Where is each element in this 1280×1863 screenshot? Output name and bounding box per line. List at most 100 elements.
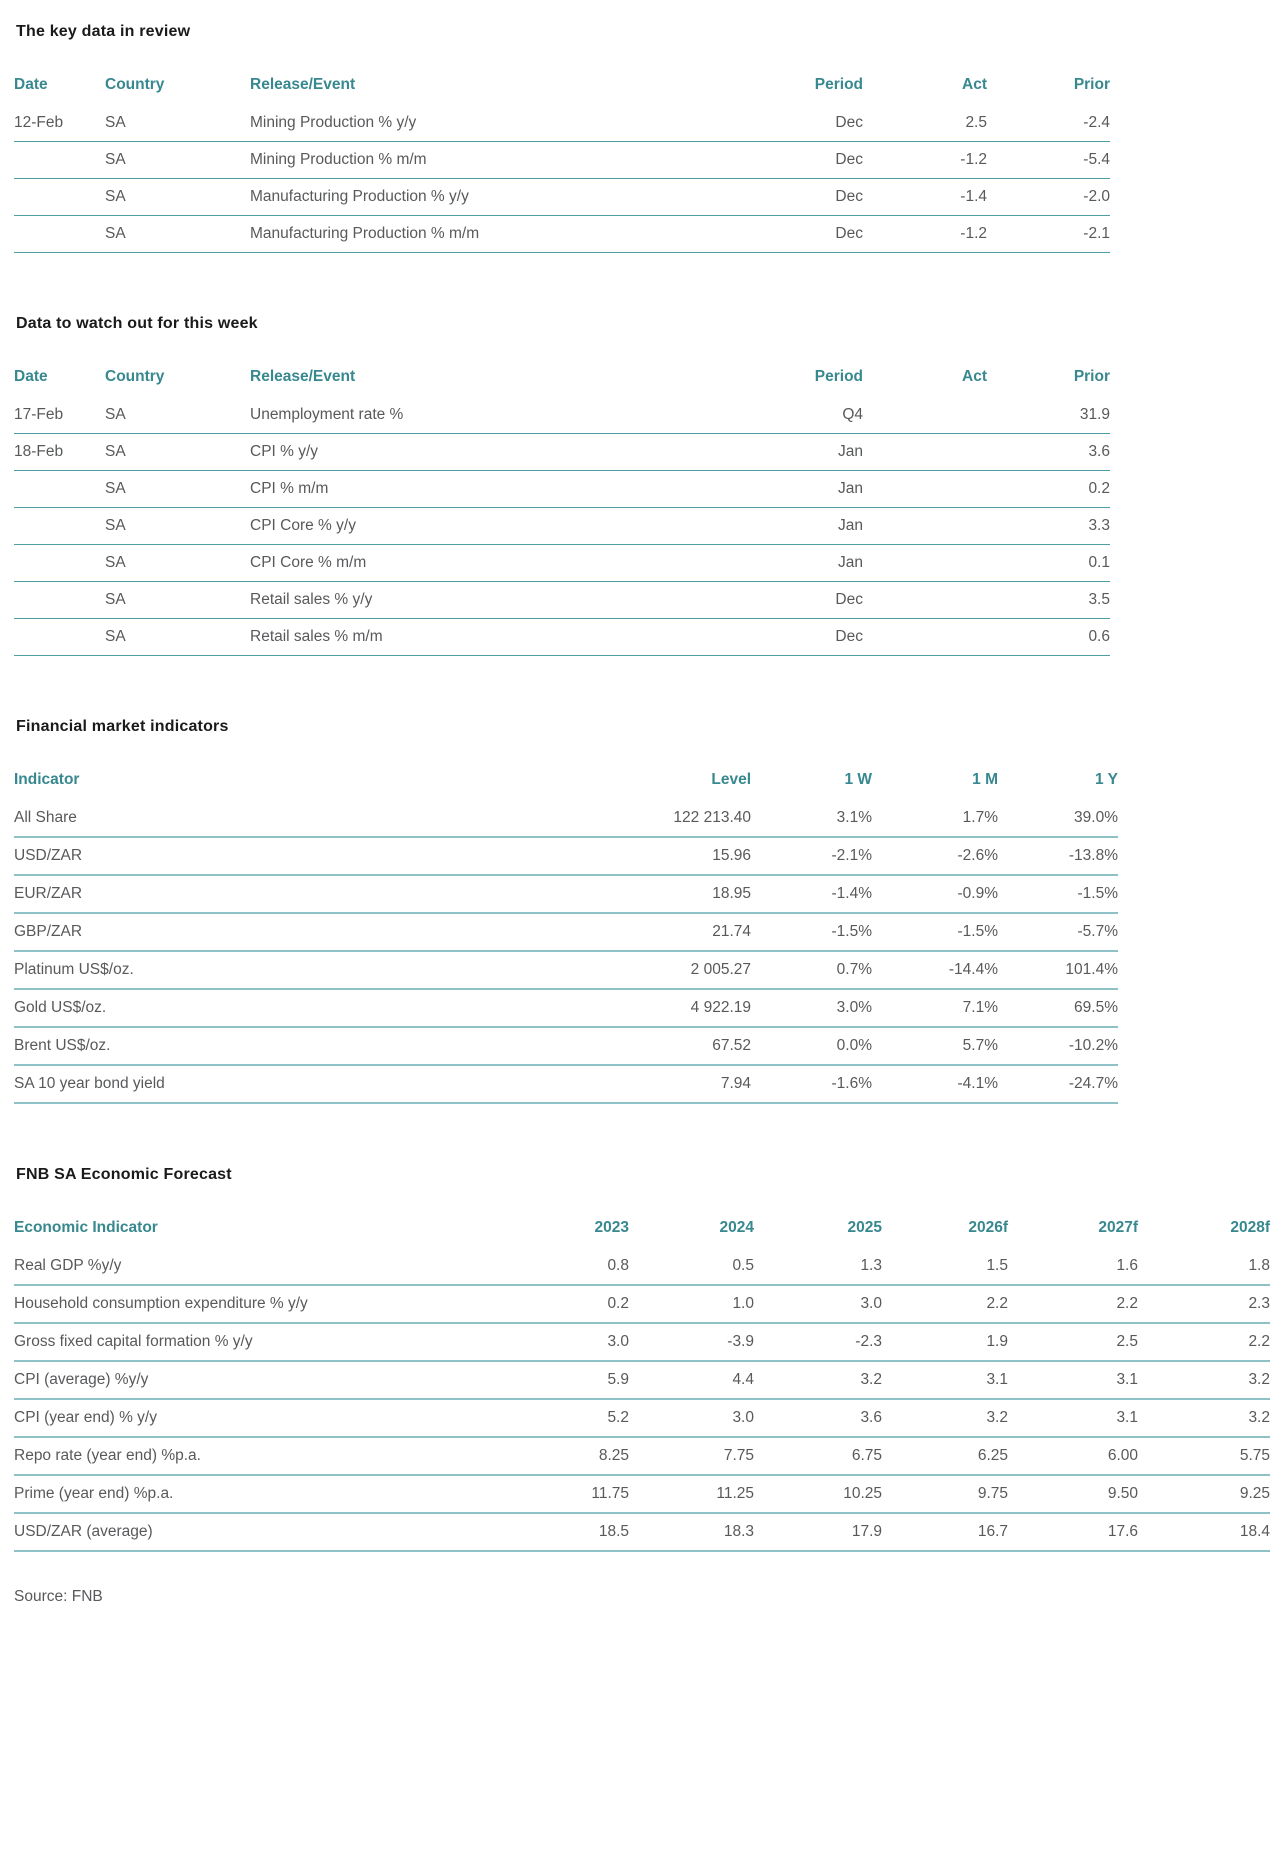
table-row: 17-Feb SA Unemployment rate % Q4 31.9 [14,397,1110,434]
table-cell: SA 10 year bond yield [14,1065,591,1104]
table-row: SA CPI % m/m Jan 0.2 [14,470,1110,508]
table-cell: 4.4 [629,1361,754,1400]
table-cell: -2.3 [754,1323,882,1362]
table-cell: Dec [723,215,863,253]
table-cell: -5.4 [987,141,1110,179]
table-cell: 11.75 [504,1475,629,1514]
table-cell: 10.25 [754,1475,882,1514]
table-cell [14,215,105,253]
column-header: 2026f [968,1219,1008,1236]
table-cell [14,141,105,179]
table-cell: -24.7% [998,1065,1118,1104]
table-cell: 1.7% [872,800,998,838]
table-cell: 18.5 [504,1513,629,1552]
table-cell: 39.0% [998,800,1118,838]
table-cell: 3.6 [754,1399,882,1438]
table-cell [14,178,105,216]
table-row: SA CPI Core % m/m Jan 0.1 [14,544,1110,582]
table-cell: Q4 [723,397,863,434]
table-cell: 7.75 [629,1437,754,1476]
table-cell: 15.96 [591,837,751,876]
section-heading-key-data-review: The key data in review [16,23,191,40]
table-cell: Jan [723,544,863,582]
table-row: Brent US$/oz. 67.52 0.0% 5.7% -10.2% [14,1027,1118,1066]
table-cell: Jan [723,507,863,545]
table-row: SA Retail sales % y/y Dec 3.5 [14,581,1110,619]
table-cell: Household consumption expenditure % y/y [14,1285,504,1324]
header-row: Date Country Release/Event Period Act Prior [14,67,1110,105]
table-cell: 5.7% [872,1027,998,1066]
table-cell: 16.7 [882,1513,1008,1552]
table-cell: Dec [723,581,863,619]
column-header: Indicator [14,771,80,788]
table-cell: 1.3 [754,1248,882,1286]
data-to-watch-table: Date Country Release/Event Period Act Prior 1… [14,359,1110,656]
table-cell: 1.9 [882,1323,1008,1362]
table-cell: CPI % y/y [250,433,723,471]
table-cell: 18.4 [1138,1513,1270,1552]
table-cell: All Share [14,800,591,838]
table-row: Real GDP %y/y 0.8 0.5 1.3 1.5 1.6 1.8 [14,1248,1270,1286]
table-cell: -14.4% [872,951,998,990]
table-row: 12-Feb SA Mining Production % y/y Dec 2.5 -2.… [14,105,1110,142]
column-header: Prior [1073,368,1110,385]
table-row: CPI (average) %y/y 5.9 4.4 3.2 3.1 3.1 3.2 [14,1361,1270,1400]
table-cell: 11.25 [629,1475,754,1514]
table-cell: -2.4 [987,105,1110,142]
table-cell: 0.2 [504,1285,629,1324]
table-cell: SA [105,544,250,582]
column-header: 2028f [1230,1219,1270,1236]
table-cell: GBP/ZAR [14,913,591,952]
table-cell: Platinum US$/oz. [14,951,591,990]
table-cell: -4.1% [872,1065,998,1104]
table-cell: 1.6 [1008,1248,1138,1286]
table-cell: 17-Feb [14,397,105,434]
table-cell: SA [105,507,250,545]
column-header: Act [962,368,987,385]
column-header: Release/Event [250,368,356,385]
table-cell: 1.5 [882,1248,1008,1286]
section-key-data-review: The key data in review Date Country Releas… [14,23,1280,253]
column-header: Economic Indicator [14,1219,158,1236]
table-cell: 3.1 [1008,1361,1138,1400]
table-cell: Retail sales % m/m [250,618,723,656]
table-cell: 3.3 [987,507,1110,545]
table-cell: 9.25 [1138,1475,1270,1514]
table-cell: Dec [723,618,863,656]
table-cell: -1.5% [998,875,1118,914]
table-cell: CPI Core % y/y [250,507,723,545]
table-cell: SA [105,105,250,142]
table-cell [863,433,987,471]
table-cell: -1.6% [751,1065,872,1104]
table-cell: -3.9 [629,1323,754,1362]
table-cell: 12-Feb [14,105,105,142]
table-cell: Gross fixed capital formation % y/y [14,1323,504,1362]
table-cell: SA [105,470,250,508]
key-data-review-table: Date Country Release/Event Period Act Prior 1… [14,67,1110,253]
table-cell: 6.00 [1008,1437,1138,1476]
table-cell: 6.75 [754,1437,882,1476]
table-cell: Real GDP %y/y [14,1248,504,1286]
table-row: Repo rate (year end) %p.a. 8.25 7.75 6.75 6.… [14,1437,1270,1476]
table-cell: Prime (year end) %p.a. [14,1475,504,1514]
table-cell: 17.6 [1008,1513,1138,1552]
table-cell: CPI % m/m [250,470,723,508]
table-cell: 2.2 [1138,1323,1270,1362]
section-heading-financial-market-indicators: Financial market indicators [16,718,229,735]
table-row: SA Manufacturing Production % m/m Dec -1.2-… [14,215,1110,253]
section-heading-data-to-watch: Data to watch out for this week [16,315,258,332]
table-cell: -1.4% [751,875,872,914]
table-cell: 3.0 [629,1399,754,1438]
table-row: SA Mining Production % m/m Dec -1.2 -5.4 [14,141,1110,179]
table-cell: EUR/ZAR [14,875,591,914]
table-cell: 17.9 [754,1513,882,1552]
table-row: GBP/ZAR 21.74 -1.5% -1.5% -5.7% [14,913,1118,952]
table-cell: Dec [723,178,863,216]
table-cell: 3.1 [882,1361,1008,1400]
section-data-to-watch: Data to watch out for this week Date Coun… [14,315,1280,656]
column-header: 2024 [719,1219,754,1236]
table-cell: -10.2% [998,1027,1118,1066]
header-row: Date Country Release/Event Period Act Prior [14,359,1110,397]
table-cell: 67.52 [591,1027,751,1066]
table-cell: 4 922.19 [591,989,751,1028]
